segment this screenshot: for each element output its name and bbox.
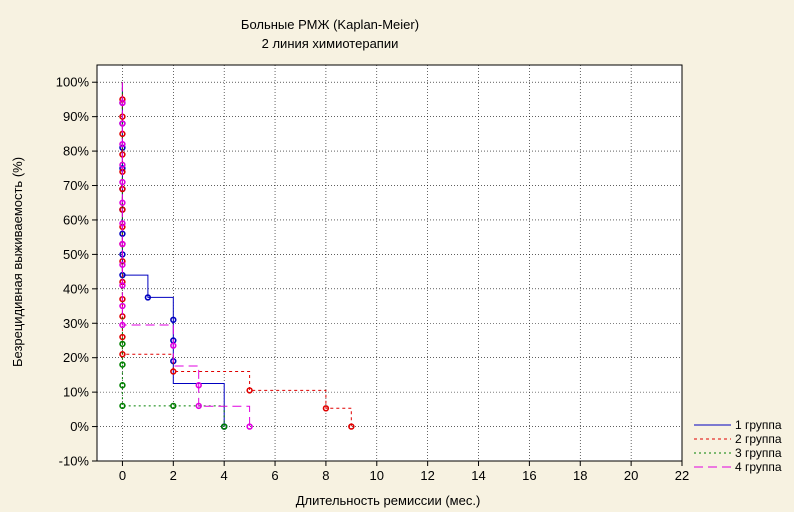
x-axis-label: Длительность ремиссии (мес.) [296, 493, 481, 508]
data-point [119, 178, 126, 186]
y-tick-label: 20% [63, 350, 89, 365]
plot-area [96, 64, 683, 462]
data-point [119, 351, 126, 358]
y-tick-label: 90% [63, 109, 89, 124]
x-tick-label: 14 [471, 468, 485, 483]
data-point [322, 405, 330, 412]
y-tick-label: 10% [63, 385, 89, 400]
data-point [170, 316, 177, 324]
data-point [170, 342, 177, 349]
data-point [348, 423, 355, 430]
data-point [195, 382, 202, 389]
x-tick-label: 16 [522, 468, 536, 483]
data-point [220, 423, 228, 430]
data-point [119, 361, 126, 368]
y-tick-label: 80% [63, 144, 89, 159]
series-4 [119, 82, 253, 430]
series-line [121, 82, 251, 427]
x-tick-label: 6 [271, 468, 278, 483]
y-axis-label: Безрецидивная выживаемость (%) [10, 157, 25, 367]
data-point [119, 382, 126, 389]
series-group [119, 82, 355, 430]
x-tick-label: 10 [370, 468, 384, 483]
data-point [119, 321, 126, 329]
data-point [195, 402, 202, 410]
legend-label: 2 группа [735, 432, 782, 446]
data-point [119, 141, 126, 148]
x-axis-ticks: 0 2 4 6 8 10 12 14 16 18 20 22 [119, 461, 689, 483]
y-tick-label: 70% [63, 178, 89, 193]
data-point [119, 199, 126, 206]
data-point [119, 161, 126, 169]
y-tick-label: 30% [63, 316, 89, 331]
data-point [119, 120, 126, 127]
data-point [246, 387, 253, 394]
legend-label: 1 группа [735, 418, 782, 432]
chart-title-line1: Больные РМЖ (Kaplan-Meier) [241, 17, 419, 32]
grid [97, 65, 682, 461]
data-point [170, 368, 177, 375]
legend-label: 3 группа [735, 446, 782, 460]
y-tick-label: 50% [63, 247, 89, 262]
x-tick-label: 2 [170, 468, 177, 483]
y-tick-label: -10% [59, 454, 90, 469]
x-tick-label: 8 [322, 468, 329, 483]
x-tick-label: 4 [221, 468, 228, 483]
y-tick-label: 40% [63, 281, 89, 296]
data-point [246, 423, 253, 430]
data-point [119, 220, 126, 227]
y-tick-label: 0% [70, 419, 89, 434]
data-point [119, 340, 126, 348]
x-tick-label: 0 [119, 468, 126, 483]
y-axis-ticks: -10% 0% 10% 20% 30% 40% 50% 60% 70% 80% 90% 100% [56, 75, 97, 469]
y-tick-label: 60% [63, 212, 89, 227]
x-tick-label: 12 [420, 468, 434, 483]
legend-label: 4 группа [735, 460, 782, 474]
data-point [119, 230, 126, 237]
y-tick-label: 100% [56, 75, 90, 90]
x-tick-label: 20 [624, 468, 638, 483]
series-line [121, 82, 225, 427]
data-point [119, 402, 126, 410]
chart-title-line2: 2 линия химиотерапии [262, 36, 399, 51]
data-point [144, 294, 152, 301]
x-tick-label: 18 [573, 468, 587, 483]
data-point [119, 333, 126, 341]
data-point [119, 261, 126, 268]
data-point [119, 99, 126, 107]
data-point [119, 302, 126, 310]
data-point [170, 402, 177, 410]
series-line [121, 82, 352, 427]
data-point [119, 282, 126, 289]
x-tick-label: 22 [675, 468, 689, 483]
data-point [119, 240, 126, 248]
